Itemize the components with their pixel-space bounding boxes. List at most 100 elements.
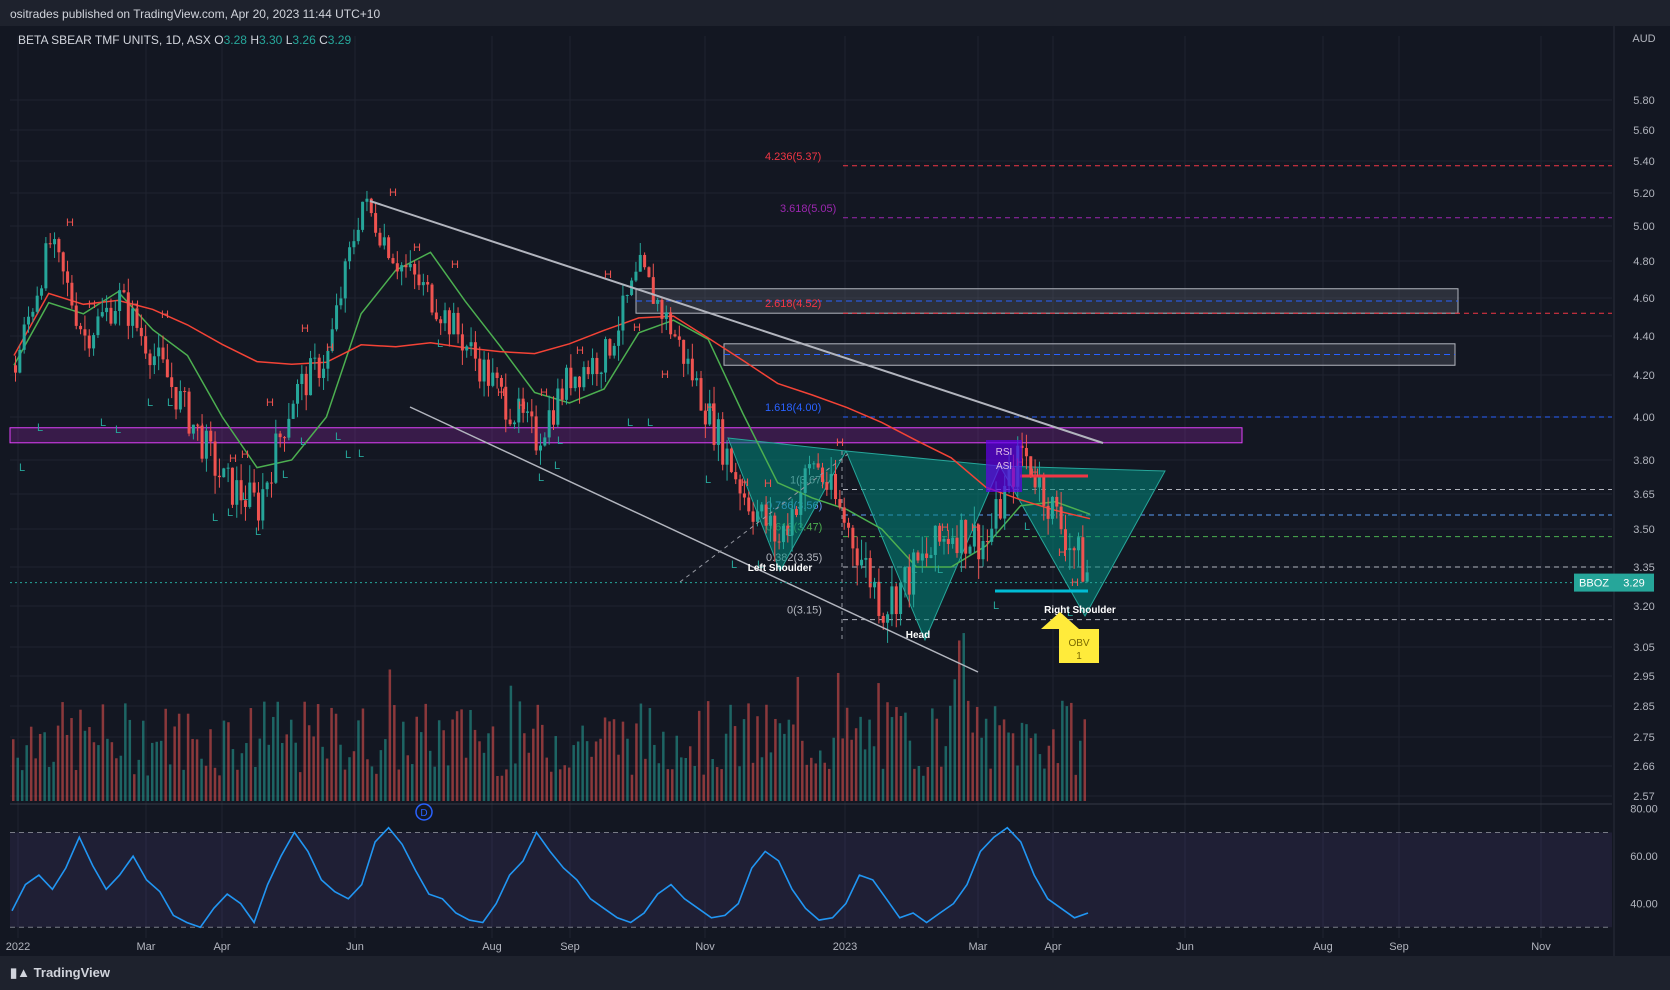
candle-body xyxy=(699,378,703,411)
time-axis-tick: 2023 xyxy=(833,941,857,953)
candle-body xyxy=(725,448,729,465)
volume-bar xyxy=(43,732,46,801)
high-marker: H xyxy=(518,400,526,412)
volume-bar xyxy=(563,765,566,801)
volume-bar xyxy=(1011,733,1015,801)
candle-body xyxy=(929,554,933,558)
volume-bar xyxy=(980,737,983,801)
candle-body xyxy=(478,358,482,382)
volume-bar xyxy=(747,703,750,801)
volume-bar xyxy=(330,707,333,801)
volume-bar xyxy=(227,722,230,801)
candle-body xyxy=(309,358,313,396)
candle-body xyxy=(912,552,916,595)
candle-body xyxy=(708,403,712,425)
low-marker: L xyxy=(300,436,306,448)
candle-body xyxy=(1055,496,1059,507)
candle-body xyxy=(669,312,673,335)
candle-body xyxy=(18,349,22,373)
candle-body xyxy=(152,356,156,366)
low-marker: L xyxy=(242,491,248,503)
volume-bar xyxy=(962,633,965,801)
high-marker: H xyxy=(389,187,397,199)
low-marker: L xyxy=(255,526,261,538)
price-chart[interactable]: 4.236(5.37) 3.618(5.05) 2.618(4.52) 1.618(4… xyxy=(0,26,1670,956)
candle-body xyxy=(230,467,234,505)
volume-bar xyxy=(464,757,468,801)
volume-bar xyxy=(989,768,992,801)
low-marker: L xyxy=(282,469,288,481)
candle-body xyxy=(40,288,44,296)
time-axis-tick: Aug xyxy=(482,941,502,953)
candle-body xyxy=(283,437,286,439)
candle-body xyxy=(838,499,842,508)
legend-segment: H xyxy=(250,33,259,47)
candle-body xyxy=(109,307,113,324)
volume-bar xyxy=(532,728,535,801)
candle-body xyxy=(816,463,820,468)
volume-bar xyxy=(527,752,531,801)
candle-body xyxy=(495,372,499,378)
volume-bar xyxy=(437,720,441,801)
volume-bar xyxy=(949,705,952,801)
volume-bar xyxy=(110,742,114,801)
volume-bar xyxy=(411,764,414,801)
volume-bar xyxy=(415,716,418,801)
high-marker: H xyxy=(1058,547,1066,559)
upper-trendline xyxy=(369,200,1104,444)
candle-body xyxy=(773,515,777,542)
candle-body xyxy=(582,367,586,388)
candle-body xyxy=(304,373,308,396)
volume-bar xyxy=(859,716,862,801)
legend-segment: C xyxy=(319,33,328,47)
volume-bar xyxy=(796,676,800,801)
obv-badge-label: OBV xyxy=(1068,638,1089,649)
volume-bar xyxy=(1083,719,1087,801)
volume-bar xyxy=(541,724,544,801)
obv-badge-number: 1 xyxy=(1076,651,1082,662)
volume-bar xyxy=(675,735,679,801)
candle-body xyxy=(825,482,829,490)
volume-bar xyxy=(70,718,73,801)
candle-body xyxy=(330,329,334,351)
volume-bar xyxy=(1016,765,1019,801)
candle-body xyxy=(521,398,525,413)
candle-body xyxy=(951,537,955,544)
volume-bar xyxy=(137,759,141,801)
volume-bar xyxy=(393,705,396,801)
candle-body xyxy=(890,586,894,615)
candle-body xyxy=(335,305,339,330)
low-marker: L xyxy=(554,460,560,472)
volume-bar xyxy=(218,775,221,801)
volume-bar xyxy=(419,732,423,801)
price-axis-tick: 5.00 xyxy=(1633,221,1654,233)
candle-body xyxy=(938,525,942,542)
obv-badge xyxy=(1041,612,1099,663)
fib-level-label: 2.618(4.52) xyxy=(765,298,821,310)
tradingview-logo-icon: ▮▲ xyxy=(10,965,31,980)
high-marker: H xyxy=(241,449,249,461)
volume-bar xyxy=(366,759,369,801)
candle-body xyxy=(964,519,968,554)
tradingview-logo[interactable]: ▮▲ TradingView xyxy=(10,965,110,981)
candle-body xyxy=(361,201,365,230)
volume-bar xyxy=(47,766,51,801)
volume-bar xyxy=(711,758,714,801)
volume-bar xyxy=(101,704,105,801)
volume-bar xyxy=(272,716,275,801)
candle-body xyxy=(556,388,560,425)
volume-bar xyxy=(832,737,835,801)
candle-body xyxy=(113,311,117,324)
volume-bar xyxy=(635,723,638,801)
candle-body xyxy=(70,282,74,306)
volume-bar xyxy=(523,733,526,801)
high-marker: H xyxy=(741,477,749,489)
candle-body xyxy=(543,437,547,446)
high-marker: H xyxy=(88,299,96,311)
volume-bar xyxy=(653,744,656,801)
candle-body xyxy=(278,433,282,438)
candle-body xyxy=(595,357,599,374)
volume-bar xyxy=(648,708,652,801)
candle-body xyxy=(760,504,764,512)
volume-bar xyxy=(97,745,100,801)
